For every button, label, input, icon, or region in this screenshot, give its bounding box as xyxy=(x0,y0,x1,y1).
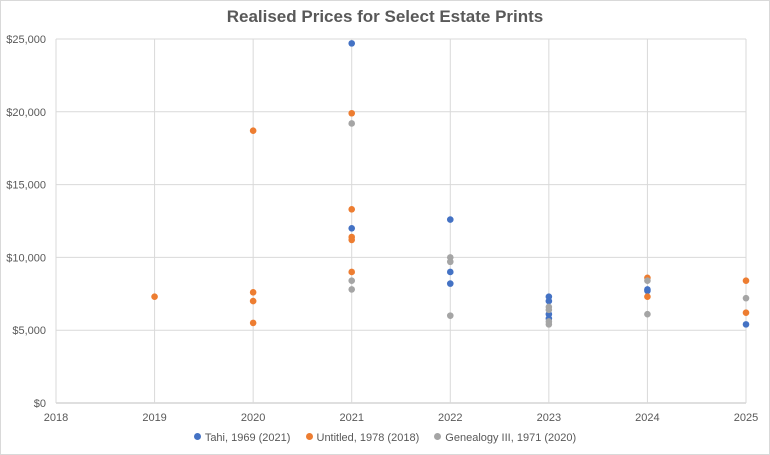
y-tick-label: $15,000 xyxy=(6,180,46,192)
data-point-series-2[interactable] xyxy=(545,306,553,314)
x-tick-label: 2025 xyxy=(734,412,758,424)
legend-label: Untitled, 1978 (2018) xyxy=(316,432,420,444)
y-tick-label: $20,000 xyxy=(6,107,46,119)
x-tick-label: 2019 xyxy=(142,412,166,424)
y-tick-label: $0 xyxy=(34,398,46,410)
x-tick-label: 2023 xyxy=(537,412,561,424)
data-point-series-0[interactable] xyxy=(545,297,553,305)
x-tick-label: 2022 xyxy=(438,412,462,424)
x-tick-label: 2020 xyxy=(241,412,265,424)
legend-marker-icon xyxy=(193,433,201,440)
legend: Tahi, 1969 (2021) Untitled, 1978 (2018) … xyxy=(0,432,770,444)
data-point-series-0[interactable] xyxy=(644,287,651,295)
data-point-series-2[interactable] xyxy=(348,120,356,127)
data-point-series-1[interactable] xyxy=(644,293,651,301)
data-point-series-1[interactable] xyxy=(249,127,257,135)
data-point-series-2[interactable] xyxy=(742,294,750,302)
data-point-series-1[interactable] xyxy=(742,309,750,317)
data-point-series-2[interactable] xyxy=(348,277,356,284)
data-point-series-2[interactable] xyxy=(545,321,553,328)
data-points xyxy=(151,40,750,328)
data-point-series-0[interactable] xyxy=(348,224,356,232)
data-point-series-1[interactable] xyxy=(249,297,257,305)
data-point-series-1[interactable] xyxy=(348,109,356,117)
legend-item-genealogy: Genealogy III, 1971 (2020) xyxy=(434,432,576,444)
data-point-series-0[interactable] xyxy=(446,280,454,287)
y-tick-label: $25,000 xyxy=(6,34,46,46)
data-point-series-0[interactable] xyxy=(446,268,454,276)
data-point-series-1[interactable] xyxy=(249,289,257,296)
data-point-series-1[interactable] xyxy=(348,206,356,213)
grid-lines xyxy=(55,38,747,404)
data-point-series-1[interactable] xyxy=(348,236,356,244)
legend-marker-icon xyxy=(305,433,313,440)
y-tick-label: $10,000 xyxy=(6,252,46,264)
x-tick-label: 2021 xyxy=(339,412,363,424)
data-point-series-2[interactable] xyxy=(446,312,454,319)
y-axis-ticks: $0 $5,000 $10,000 $15,000 $20,000 $25,000 xyxy=(6,34,46,410)
data-point-series-1[interactable] xyxy=(742,277,750,284)
legend-marker-icon xyxy=(434,433,442,440)
data-point-series-1[interactable] xyxy=(151,293,158,301)
x-axis-ticks: 2018 2019 2020 2021 2022 2023 2024 2025 xyxy=(44,412,758,424)
chart-title: Realised Prices for Select Estate Prints xyxy=(226,7,544,26)
data-point-series-0[interactable] xyxy=(348,40,356,47)
data-point-series-1[interactable] xyxy=(348,268,356,276)
data-point-series-1[interactable] xyxy=(249,319,257,327)
data-point-series-0[interactable] xyxy=(446,216,454,223)
data-point-series-2[interactable] xyxy=(446,258,454,266)
data-point-series-2[interactable] xyxy=(348,286,356,293)
legend-label: Genealogy III, 1971 (2020) xyxy=(445,432,577,444)
data-point-series-0[interactable] xyxy=(742,321,750,328)
data-point-series-2[interactable] xyxy=(644,310,651,318)
x-tick-label: 2024 xyxy=(635,412,659,424)
legend-label: Tahi, 1969 (2021) xyxy=(204,432,291,444)
x-tick-label: 2018 xyxy=(44,412,68,424)
legend-item-untitled: Untitled, 1978 (2018) xyxy=(305,432,420,444)
y-tick-label: $5,000 xyxy=(12,325,46,337)
data-point-series-2[interactable] xyxy=(644,277,651,284)
legend-item-tahi: Tahi, 1969 (2021) xyxy=(193,432,291,444)
